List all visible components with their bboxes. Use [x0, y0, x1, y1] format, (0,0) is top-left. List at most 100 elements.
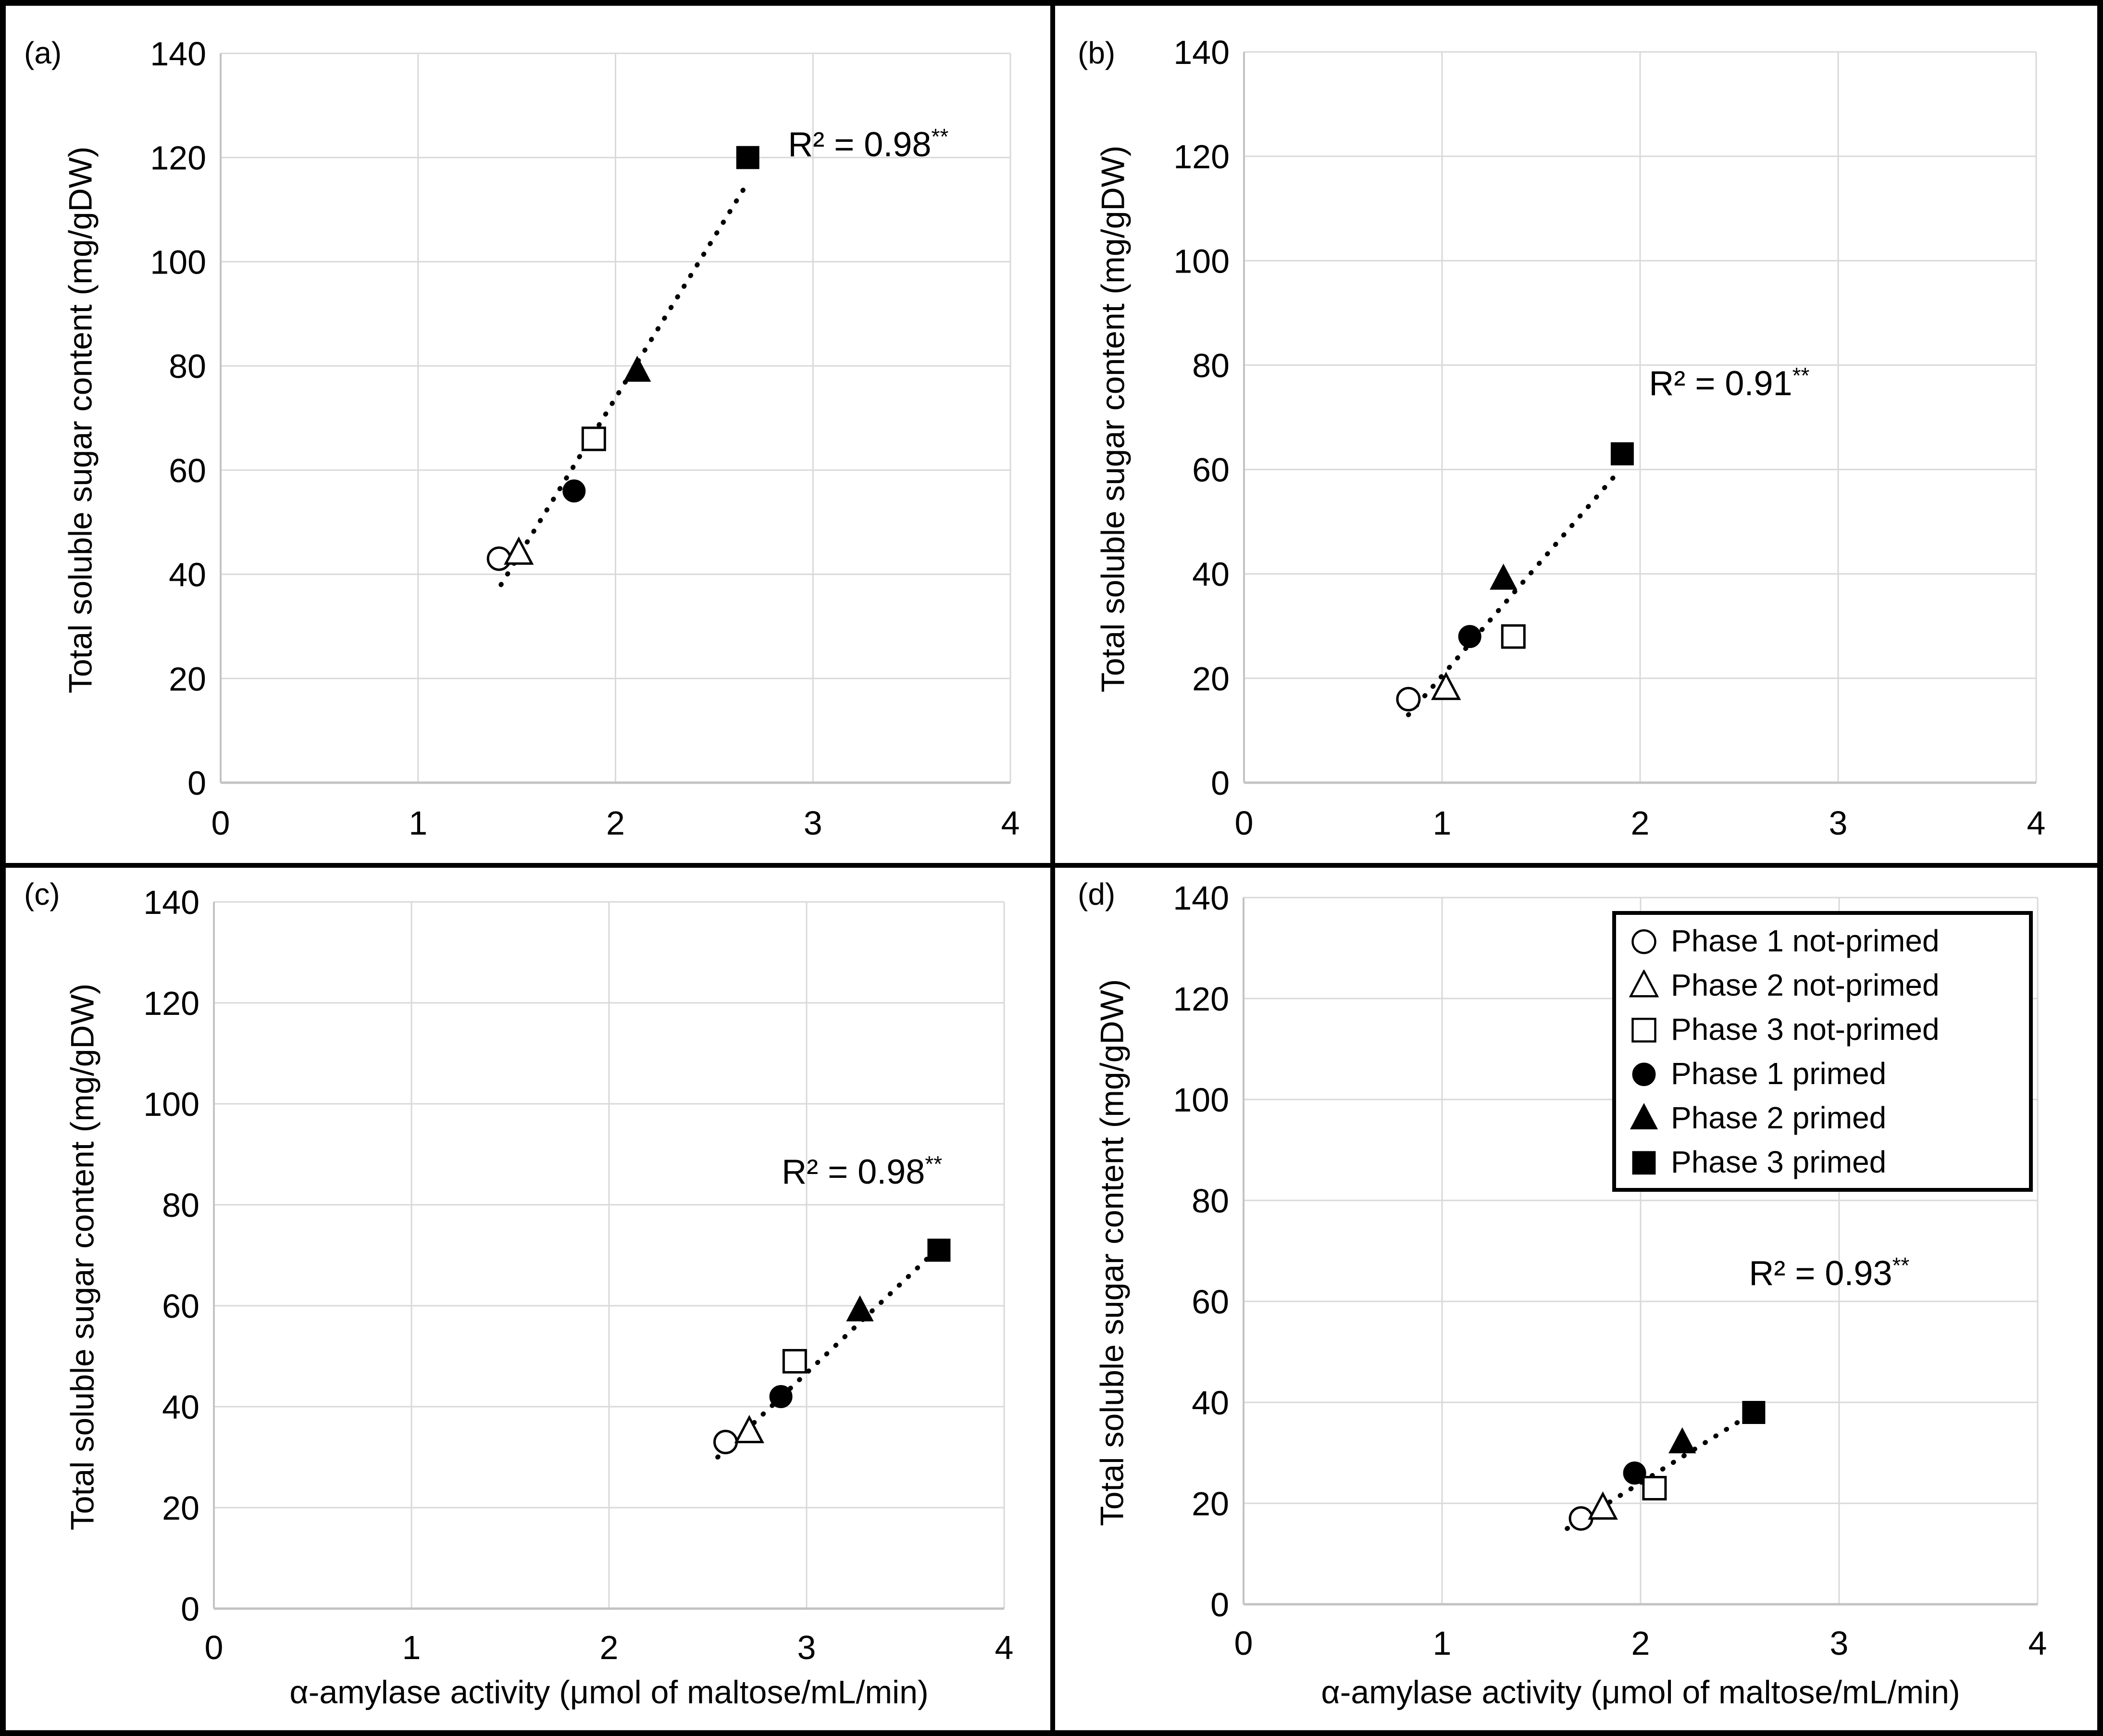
- x-tick-label: 0: [205, 1629, 224, 1666]
- y-tick-label: 120: [150, 139, 206, 177]
- y-tick-label: 0: [181, 1590, 199, 1628]
- marker-phase-2-not-primed: [1431, 672, 1461, 700]
- y-tick-label: 140: [143, 884, 199, 921]
- x-tick-label: 1: [409, 804, 427, 842]
- x-tick-label: 2: [1631, 1624, 1650, 1662]
- y-axis-title-a: Total soluble sugar content (mg/gDW): [62, 146, 99, 694]
- panel-label-d: (d): [1078, 877, 1116, 912]
- y-tick-label: 60: [169, 452, 206, 489]
- marker-phase-1-primed: [1458, 625, 1481, 648]
- filled-circle-icon: [1632, 1062, 1656, 1087]
- r-squared-annotation-d: R² = 0.93**: [1749, 1253, 1910, 1293]
- marker-phase-2-not-primed: [504, 536, 534, 565]
- y-tick-label: 20: [169, 660, 206, 698]
- y-tick-label: 100: [1173, 242, 1230, 280]
- marker-phase-1-not-primed: [713, 1430, 738, 1454]
- x-axis-title-c: α-amylase activity (μmol of maltose/mL/m…: [289, 1674, 929, 1711]
- open-triangle-icon: [1629, 970, 1659, 998]
- marker-phase-3-not-primed: [1501, 624, 1526, 649]
- y-tick-label: 20: [162, 1489, 199, 1527]
- x-tick-label: 0: [212, 804, 230, 842]
- y-tick-label: 40: [162, 1388, 199, 1426]
- legend-item-phase2-not-primed: Phase 2 not-primed: [1629, 970, 2016, 1000]
- y-tick-label: 140: [1173, 34, 1230, 71]
- significance-stars: **: [931, 124, 949, 149]
- significance-stars: **: [925, 1151, 943, 1176]
- marker-phase-2-not-primed: [1588, 1491, 1618, 1520]
- panel-label-c: (c): [24, 877, 60, 912]
- y-tick-label: 40: [1192, 1384, 1229, 1422]
- r-squared-annotation-b: R² = 0.91**: [1649, 362, 1810, 401]
- x-tick-label: 2: [606, 804, 625, 842]
- r-squared-text: R² = 0.98: [788, 125, 932, 164]
- x-tick-label: 1: [1433, 1624, 1452, 1662]
- legend-label: Phase 3 primed: [1671, 1145, 1887, 1179]
- y-tick-label: 0: [1210, 1586, 1229, 1624]
- r-squared-text: R² = 0.93: [1749, 1254, 1892, 1293]
- marker-phase-3-not-primed: [581, 426, 606, 451]
- significance-stars: **: [1792, 362, 1810, 388]
- y-tick-label: 40: [169, 556, 206, 594]
- marker-phase-2-primed: [846, 1295, 874, 1322]
- x-tick-label: 4: [2027, 804, 2046, 842]
- legend-label: Phase 3 not-primed: [1671, 1012, 1940, 1047]
- r-squared-text: R² = 0.98: [782, 1152, 925, 1191]
- x-tick-label: 3: [804, 804, 822, 842]
- legend-item-phase1-primed: Phase 1 primed: [1629, 1058, 2016, 1089]
- y-tick-label: 100: [150, 243, 206, 281]
- y-tick-label: 120: [143, 985, 199, 1022]
- legend: Phase 1 not-primed Phase 2 not-primed Ph…: [1612, 911, 2033, 1192]
- marker-phase-2-primed: [623, 355, 651, 382]
- y-tick-label: 0: [1211, 764, 1230, 802]
- open-square-icon: [1631, 1018, 1656, 1043]
- significance-stars: **: [1892, 1253, 1910, 1278]
- legend-item-phase3-not-primed: Phase 3 not-primed: [1629, 1014, 2016, 1045]
- y-tick-label: 40: [1192, 556, 1230, 593]
- marker-phase-2-primed: [1490, 563, 1518, 590]
- panel-c: 0 20 40 60 80 100 120 140 0 1 2 3 4: [143, 884, 1013, 1666]
- filled-triangle-icon: [1630, 1103, 1658, 1130]
- legend-label: Phase 2 not-primed: [1671, 968, 1940, 1002]
- trendline: [498, 186, 747, 587]
- legend-item-phase1-not-primed: Phase 1 not-primed: [1629, 925, 2016, 956]
- marker-phase-3-primed: [927, 1238, 951, 1262]
- y-tick-label: 0: [187, 764, 206, 802]
- marker-phase-3-primed: [1742, 1401, 1766, 1424]
- y-tick-label: 80: [1192, 347, 1230, 384]
- y-axis-title-c: Total soluble sugar content (mg/gDW): [64, 983, 101, 1531]
- y-tick-label: 120: [1173, 138, 1230, 175]
- x-tick-label: 2: [600, 1629, 619, 1666]
- y-tick-label: 20: [1192, 660, 1230, 698]
- marker-phase-1-not-primed: [1396, 687, 1421, 712]
- r-squared-annotation-c: R² = 0.98**: [782, 1152, 942, 1191]
- x-tick-label: 0: [1234, 1624, 1253, 1662]
- y-tick-label: 80: [1192, 1182, 1229, 1220]
- y-tick-label: 60: [1192, 1283, 1229, 1321]
- y-tick-label: 80: [162, 1186, 199, 1224]
- y-axis-title-b: Total soluble sugar content (mg/gDW): [1095, 145, 1132, 693]
- marker-phase-3-not-primed: [1642, 1476, 1667, 1500]
- r-squared-annotation-a: R² = 0.98**: [788, 124, 949, 164]
- panel-label-b: (b): [1078, 36, 1116, 70]
- x-tick-label: 3: [1830, 1624, 1849, 1662]
- y-tick-label: 140: [1173, 879, 1229, 917]
- y-tick-label: 100: [1173, 1081, 1229, 1119]
- y-tick-label: 60: [162, 1287, 199, 1325]
- legend-label: Phase 1 not-primed: [1671, 924, 1940, 958]
- panel-b: 0 20 40 60 80 100 120 140 0 1 2 3 4: [1173, 34, 2045, 842]
- x-tick-label: 0: [1235, 804, 1254, 842]
- x-tick-label: 1: [402, 1629, 421, 1666]
- column-divider: [1050, 0, 1055, 1736]
- trendline: [1406, 467, 1623, 717]
- panel-label-a: (a): [24, 36, 62, 70]
- y-axis-title-d: Total soluble sugar content (mg/gDW): [1094, 979, 1131, 1526]
- filled-square-icon: [1632, 1151, 1656, 1175]
- row-divider: [0, 863, 2103, 868]
- legend-label: Phase 1 primed: [1671, 1056, 1887, 1091]
- y-tick-label: 20: [1192, 1485, 1229, 1523]
- x-tick-label: 1: [1433, 804, 1452, 842]
- panel-a: 0 20 40 60 80 100 120 140 0 1 2 3 4: [150, 35, 1020, 842]
- trendline: [715, 1237, 949, 1460]
